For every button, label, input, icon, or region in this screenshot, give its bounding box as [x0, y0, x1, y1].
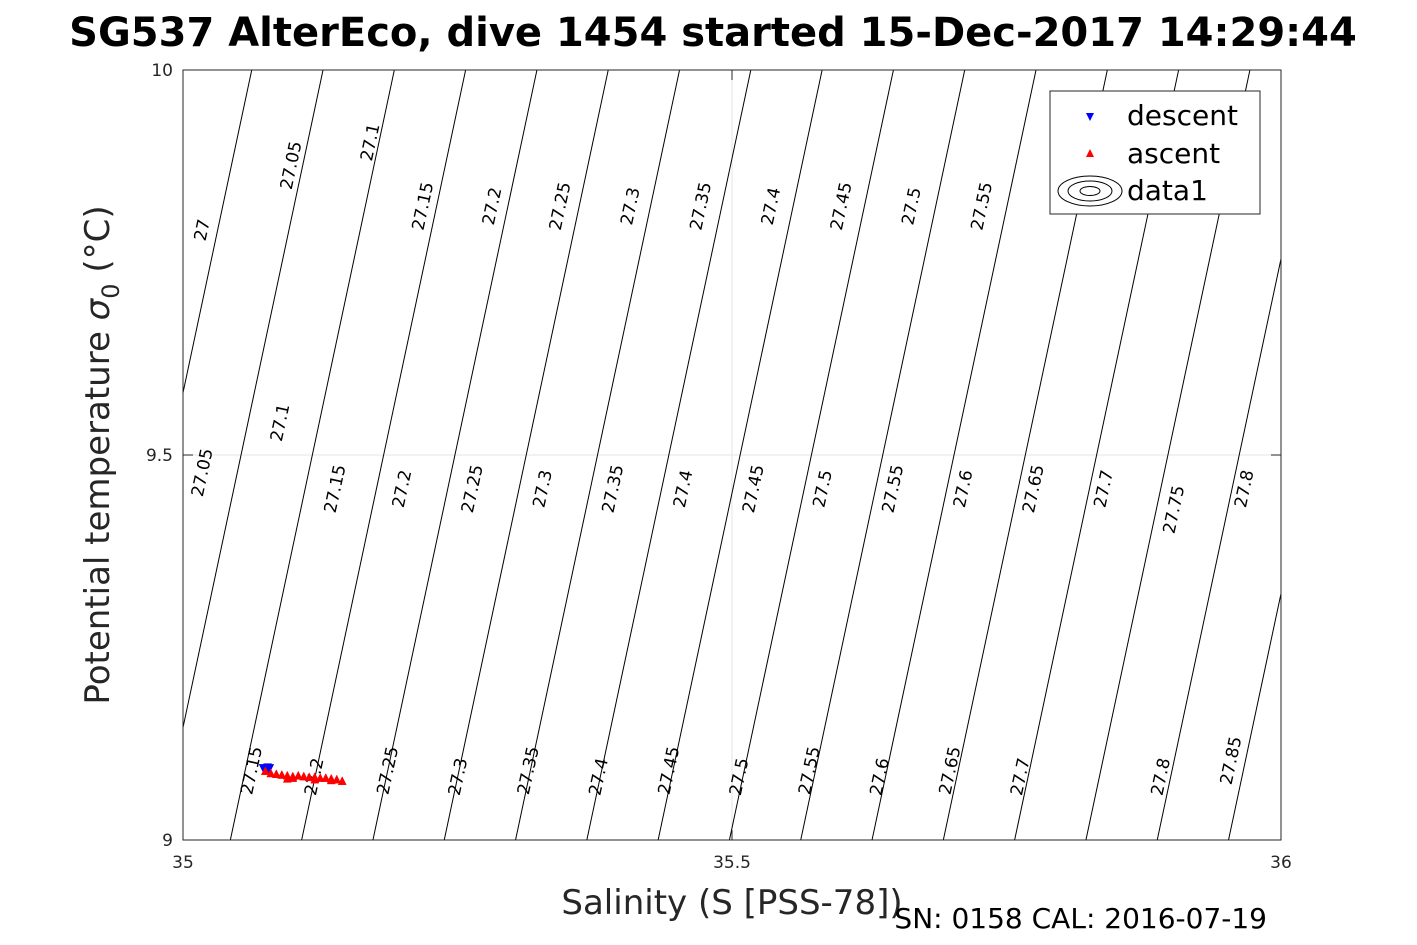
isopycnal-line	[229, 70, 395, 840]
legend-ascent-label: ascent	[1127, 137, 1220, 170]
ascent-point	[277, 769, 287, 779]
legend-data1-contour-icon	[1057, 175, 1123, 207]
ascent-point	[315, 773, 325, 782]
isopycnal-line	[515, 70, 681, 840]
x-tick-label: 36	[1270, 853, 1292, 873]
isopycnal-line	[183, 70, 253, 396]
ascent-point	[337, 776, 347, 785]
legend-descent-marker	[1086, 113, 1094, 121]
axis-ticks: 35 35.5 36 9 9.5 10	[146, 61, 1292, 873]
legend-ascent-marker	[1086, 149, 1094, 157]
isopycnal-line	[372, 70, 538, 840]
contour-label: 27	[191, 217, 215, 242]
chart-title: SG537 AlterEco, dive 1454 started 15-Dec…	[69, 10, 1357, 56]
density-contours	[183, 70, 1281, 840]
isopycnal-line	[728, 70, 894, 840]
ascent-point	[288, 773, 298, 782]
descent-point	[265, 764, 275, 773]
y-axis-label: Potential temperature σ0 (°C)	[78, 205, 125, 704]
ascent-point	[271, 769, 281, 779]
data-series	[258, 763, 347, 785]
ascent-point	[293, 770, 303, 780]
y-axis-label-unit: (°C)	[78, 205, 118, 283]
serial-calibration-note: SN: 0158 CAL: 2016-07-19	[894, 902, 1267, 935]
isopycnal-line	[800, 70, 966, 840]
x-tick-label: 35	[172, 853, 194, 873]
ascent-point	[321, 773, 331, 782]
ascent-point	[310, 774, 320, 784]
isopycnal-line	[1156, 256, 1281, 840]
isopycnal-line	[1228, 591, 1281, 840]
ascent-point	[332, 774, 342, 784]
y-tick-label: 10	[151, 61, 173, 81]
legend-box	[1049, 90, 1261, 215]
legend-data1-label: data1	[1127, 174, 1208, 207]
y-tick-label: 9.5	[146, 446, 173, 466]
y-axis-label-subscript: 0	[97, 283, 125, 298]
isopycnal-line	[586, 70, 752, 840]
y-tick-label: 9	[162, 831, 173, 851]
x-axis-label: Salinity (S [PSS-78])	[561, 883, 902, 923]
legend-descent-label: descent	[1127, 99, 1238, 132]
ascent-point	[266, 768, 276, 778]
x-tick-label: 35.5	[713, 853, 751, 873]
ascent-point	[304, 772, 314, 782]
legend: descent ascent data1	[1049, 90, 1261, 215]
ascent-point	[299, 771, 309, 781]
y-axis-label-main: Potential temperature	[78, 320, 118, 704]
isopycnal-line	[871, 70, 1037, 840]
isopycnal-line	[657, 70, 823, 840]
y-axis-label-symbol: σ	[78, 297, 118, 320]
isopycnal-line	[443, 70, 609, 840]
ascent-point	[260, 766, 270, 775]
ascent-point	[326, 775, 336, 785]
isopycnal-line	[301, 70, 467, 840]
isopycnal-line	[183, 70, 324, 730]
